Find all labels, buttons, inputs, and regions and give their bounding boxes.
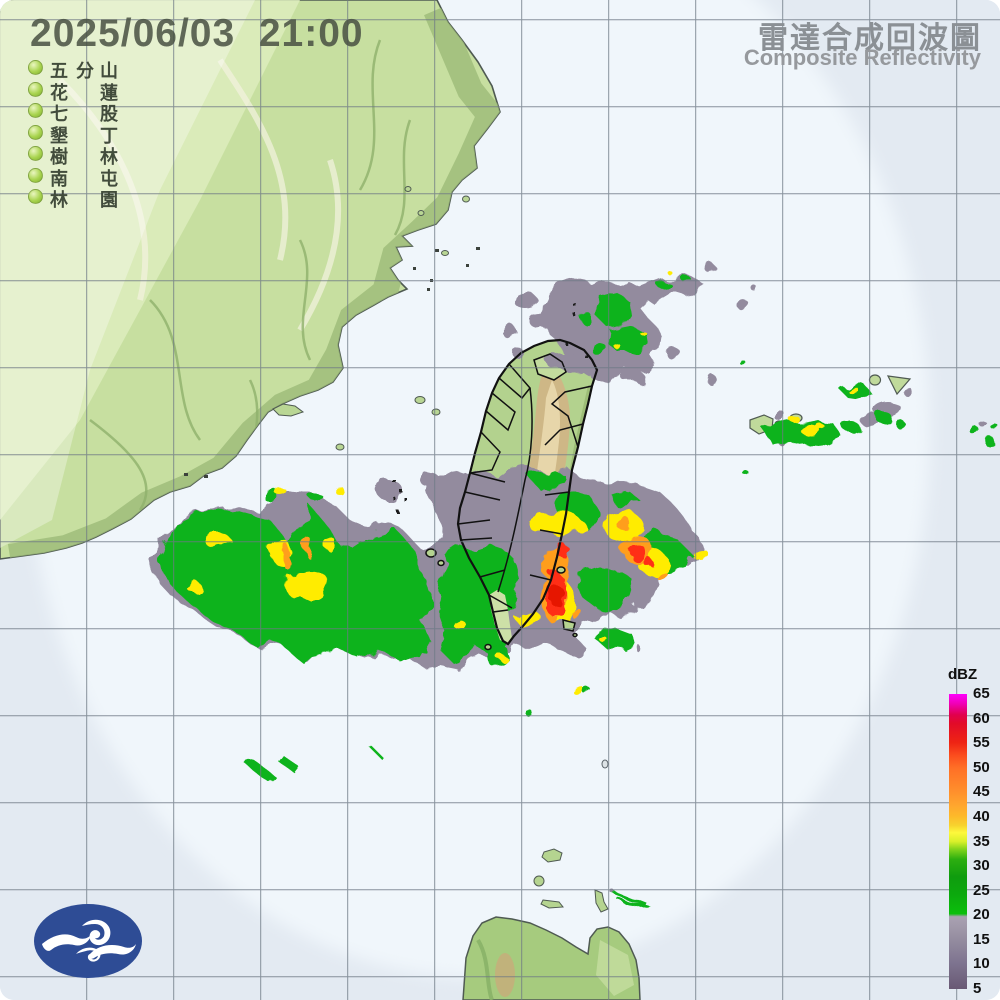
dbz-tick-label: 60	[973, 709, 990, 727]
station-name-char: 樹	[50, 147, 68, 167]
station-bullet-icon	[28, 167, 43, 183]
station-name-char: 南	[50, 168, 68, 189]
dbz-tick-label: 55	[973, 734, 990, 752]
batanes-islands	[533, 848, 609, 913]
colorbar-unit-label: dBZ	[948, 666, 978, 683]
station-name-char: 屯	[100, 168, 118, 189]
station-bullet-icon	[28, 81, 43, 97]
luzon-island	[462, 916, 641, 1000]
central-weather-bureau-logo	[34, 904, 142, 978]
station-name-char: 五	[50, 61, 68, 81]
page-subtitle: Composite Reflectivity	[743, 45, 981, 70]
dbz-tick-label: 50	[973, 758, 990, 776]
radar-echo-east-islands	[739, 359, 1000, 475]
station-bullet-icon	[28, 60, 43, 75]
station-name-char: 花	[50, 82, 68, 103]
dbz-tick-label: 25	[973, 881, 990, 899]
taiwan-boundaries	[425, 338, 609, 769]
page-title: 雷達合成回波圖	[758, 22, 982, 55]
datetime-label: 2025/06/03 21:00	[30, 12, 364, 55]
dbz-tick-label: 20	[973, 906, 990, 924]
station-name-char: 七	[50, 104, 68, 124]
dbz-tick-label: 65	[973, 685, 990, 702]
station-name-char: 丁	[100, 125, 118, 146]
station-name-char: 墾	[50, 125, 68, 146]
heavy-rain-core	[549, 542, 653, 616]
dbz-colorbar	[949, 694, 967, 989]
station-name-char: 分	[76, 61, 94, 81]
radar-echo-northeast-mass	[500, 264, 757, 386]
dbz-tick-label: 5	[973, 980, 982, 997]
radar-echo-southwest-mass	[150, 467, 706, 668]
station-name-char: 山	[100, 61, 118, 81]
dbz-tick-label: 40	[973, 807, 990, 825]
china-landmass	[0, 0, 501, 560]
small-islet	[601, 759, 609, 769]
station-name-char: 股	[100, 104, 118, 124]
coastal-islets	[272, 186, 470, 451]
hengchun-peninsula	[489, 590, 512, 644]
dbz-tick-label: 30	[973, 857, 990, 875]
station-name-char: 園	[100, 190, 118, 210]
county-borders	[457, 353, 593, 613]
dbz-tick-label: 45	[973, 783, 990, 801]
station-bullet-icon	[28, 189, 43, 204]
station-name-char: 蓮	[100, 82, 118, 103]
station-name-char: 林	[50, 190, 68, 210]
dbz-tick-label: 10	[973, 955, 990, 973]
station-bullet-icon	[28, 103, 43, 118]
station-bullet-icon	[28, 124, 43, 140]
dbz-tick-label: 35	[973, 832, 990, 850]
station-bullet-icon	[28, 146, 43, 161]
station-name-char: 林	[100, 147, 118, 167]
dbz-tick-label: 15	[973, 930, 990, 948]
